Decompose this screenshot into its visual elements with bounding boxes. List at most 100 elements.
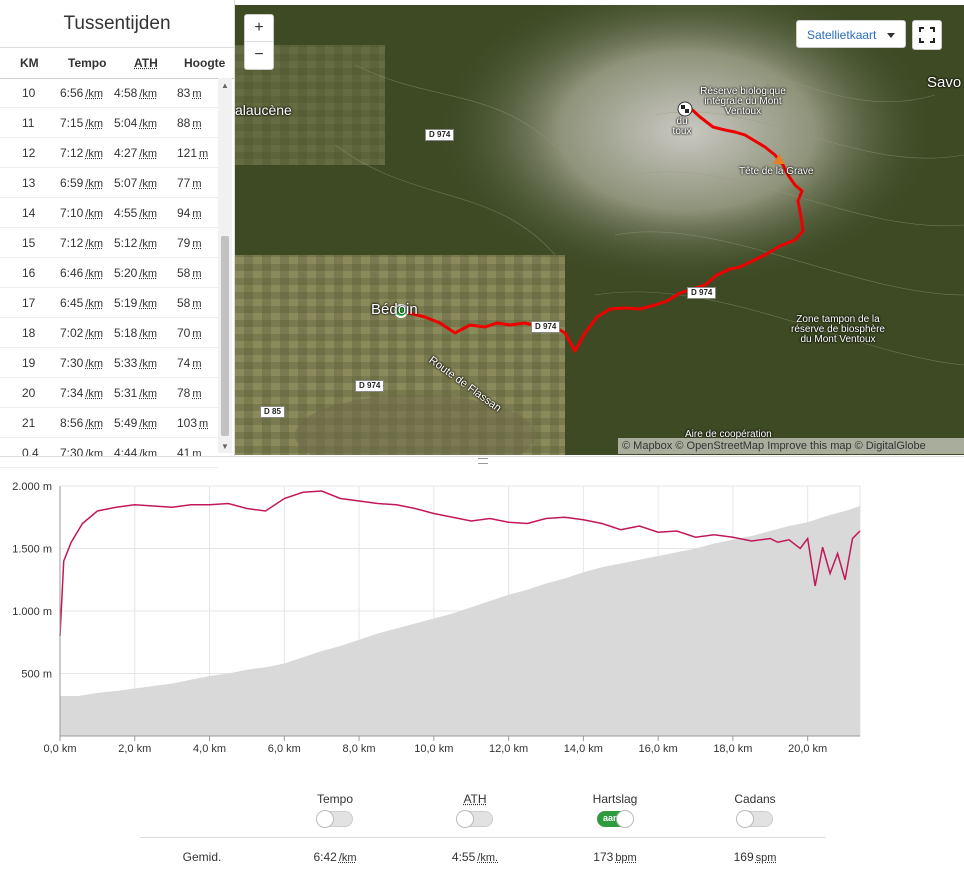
stat-toggle[interactable] (736, 810, 773, 828)
split-ath-value: 5:33 (114, 356, 138, 370)
stat-header: Hartslag (592, 792, 638, 806)
split-km-value: 18 (22, 326, 36, 340)
stat-toggle[interactable]: aan (597, 810, 634, 828)
scroll-up-arrow-icon[interactable]: ▲ (221, 81, 229, 90)
split-row[interactable]: 14 7:10/km 4:55/km 94 m (0, 198, 218, 228)
split-tempo-unit: /km (85, 328, 104, 340)
split-km-value: 16 (22, 266, 36, 280)
elevation-chart[interactable]: 500 m 1.000 m 1.500 m 2.000 m 0,0 km 2,0 km 4,… (0, 470, 964, 760)
split-km: 20 (22, 386, 35, 400)
place-bedoin: Bédoin (371, 301, 418, 318)
stat-value-unit: /km (338, 852, 357, 864)
toggle-knob[interactable] (456, 810, 474, 828)
scroll-down-arrow-icon[interactable]: ▼ (221, 442, 229, 451)
fullscreen-button[interactable] (912, 20, 942, 50)
split-hoogte-value: 74 (177, 356, 191, 370)
toggle-knob[interactable] (736, 810, 754, 828)
header-hoogte: Hoogte (184, 56, 226, 70)
toggle-on-label: aan (603, 813, 619, 823)
x-tick-label: 14,0 km (564, 743, 603, 755)
toggle-knob[interactable] (316, 810, 334, 828)
toggle-knob[interactable] (616, 810, 634, 828)
stat-header: ATH (463, 792, 487, 806)
split-row[interactable]: 11 7:15/km 5:04/km 88 m (0, 108, 218, 138)
split-hoogte-unit: m (192, 88, 202, 100)
split-row[interactable]: 19 7:30/km 5:33/km 74 m (0, 348, 218, 378)
split-tempo-unit: /km (85, 148, 104, 160)
split-hoogte-value: 94 (177, 206, 191, 220)
satellite-map[interactable]: alaucène Bédoin Savo Réserve biologique … (235, 5, 964, 455)
split-row[interactable]: 18 7:02/km 5:18/km 70 m (0, 318, 218, 348)
split-row[interactable]: 15 7:12/km 5:12/km 79 m (0, 228, 218, 258)
map-attribution[interactable]: © Mapbox © OpenStreetMap Improve this ma… (618, 438, 964, 454)
map-layer-select[interactable]: Satellietkaart (796, 20, 906, 48)
splits-panel: Tussentijden KM Tempo ATH Hoogte 10 6:56/… (0, 0, 235, 468)
zoom-in-button[interactable]: + (245, 15, 273, 42)
split-row[interactable]: 17 6:45/km 5:19/km 58 m (0, 288, 218, 318)
average-label: Gemid. (182, 850, 222, 864)
split-tempo-value: 7:12 (60, 236, 84, 250)
stat-header: Tempo (316, 792, 354, 806)
split-hoogte-unit: m (192, 298, 202, 310)
stat-value: 169 spm (695, 850, 815, 864)
split-ath-value: 5:18 (114, 326, 138, 340)
split-row[interactable]: 21 8:56/km 5:49/km 103 m (0, 408, 218, 438)
split-hoogte-value: 70 (177, 326, 191, 340)
split-hoogte-unit: m (199, 148, 209, 160)
road-label: D 974 (531, 321, 561, 333)
split-tempo-unit: /km (85, 418, 104, 430)
split-hoogte-unit: m (192, 358, 202, 370)
stat-toggle[interactable] (456, 810, 493, 828)
split-km-value: 12 (22, 146, 36, 160)
split-tempo-value: 6:45 (60, 296, 84, 310)
x-tick-label: 6,0 km (268, 743, 301, 755)
stat-header: Cadans (734, 792, 776, 806)
split-tempo: 7:30/km (60, 356, 103, 370)
start-marker (394, 304, 408, 318)
split-tempo-unit: /km (85, 118, 104, 130)
split-ath-value: 5:20 (114, 266, 138, 280)
fullscreen-icon (919, 27, 935, 43)
stat-toggle[interactable] (316, 810, 353, 828)
split-hoogte-unit: m (192, 178, 202, 190)
split-ath: 5:12/km (114, 236, 157, 250)
elevation-area (60, 506, 860, 736)
split-ath-value: 4:55 (114, 206, 138, 220)
scroll-thumb[interactable] (221, 236, 229, 436)
splits-scrollbar[interactable]: ▲ ▼ (218, 78, 232, 453)
split-km-value: 11 (22, 116, 35, 130)
split-hoogte-value: 77 (177, 176, 191, 190)
stat-value-number: 6:42 (313, 850, 337, 864)
split-hoogte-value: 58 (177, 296, 191, 310)
split-ath-unit: /km (139, 268, 158, 280)
split-ath: 5:04/km (114, 116, 157, 130)
stat-value-number: 169 (733, 850, 754, 864)
split-ath-unit: /km (139, 178, 158, 190)
split-ath: 5:18/km (114, 326, 157, 340)
split-tempo-value: 6:59 (60, 176, 84, 190)
split-hoogte-value: 83 (177, 86, 191, 100)
split-ath: 4:58/km (114, 86, 157, 100)
split-row[interactable]: 12 7:12/km 4:27/km 121 m (0, 138, 218, 168)
place-zone-tampon: Zone tampon de la réserve de biosphère d… (791, 314, 885, 345)
split-row[interactable]: 13 6:59/km 5:07/km 77 m (0, 168, 218, 198)
x-tick-label: 20,0 km (788, 743, 827, 755)
zoom-out-button[interactable]: − (254, 46, 264, 63)
split-row[interactable]: 10 6:56/km 4:58/km 83 m (0, 78, 218, 108)
split-tempo-unit: /km (85, 388, 104, 400)
header-ath: ATH (134, 56, 158, 70)
split-row[interactable]: 16 6:46/km 5:20/km 58 m (0, 258, 218, 288)
drag-handle-icon[interactable] (478, 458, 488, 464)
caret-down-icon (887, 33, 895, 38)
split-row[interactable]: 20 7:34/km 5:31/km 78 m (0, 378, 218, 408)
split-km-value: 19 (22, 356, 36, 370)
route-line (400, 103, 805, 353)
splits-rows: 10 6:56/km 4:58/km 83 m 11 7:15/km 5:04/km 88 m 12… (0, 78, 218, 468)
split-tempo: 7:02/km (60, 326, 103, 340)
road-label: D 974 (687, 287, 717, 299)
split-hoogte: 94 m (177, 206, 202, 220)
panel-splitter[interactable] (0, 456, 964, 465)
split-km-value: 14 (22, 206, 36, 220)
split-tempo-unit: /km (85, 238, 104, 250)
x-tick-label: 12,0 km (489, 743, 528, 755)
